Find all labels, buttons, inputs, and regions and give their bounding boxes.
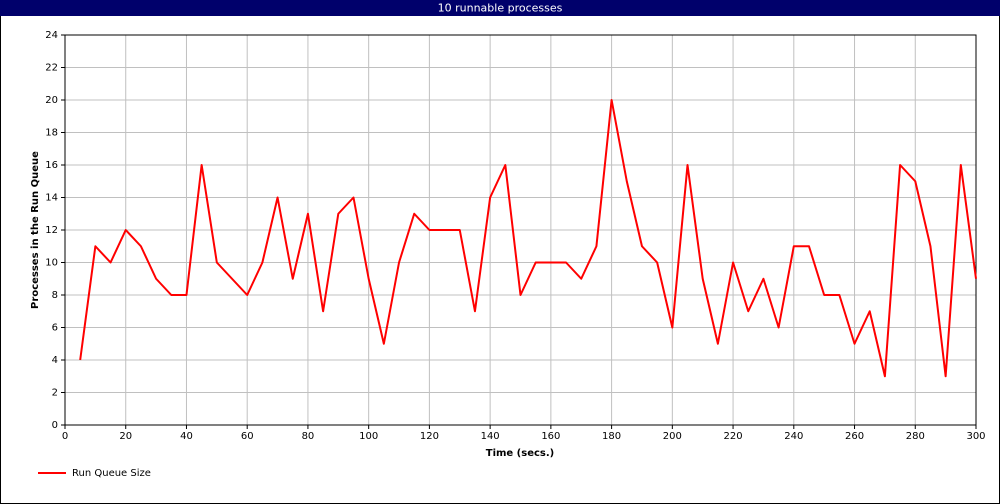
chart-title: 10 runnable processes — [438, 2, 563, 15]
y-tick-label: 2 — [52, 388, 58, 399]
y-tick-label: 6 — [52, 323, 58, 334]
y-tick-label: 20 — [45, 95, 58, 106]
x-tick-label: 260 — [845, 431, 864, 442]
y-tick-label: 22 — [45, 63, 58, 74]
x-tick-label: 220 — [724, 431, 743, 442]
y-tick-label: 10 — [45, 258, 58, 269]
x-tick-label: 80 — [302, 431, 315, 442]
legend-label: Run Queue Size — [72, 468, 151, 479]
x-tick-label: 200 — [663, 431, 682, 442]
x-tick-label: 40 — [180, 431, 193, 442]
x-tick-label: 20 — [119, 431, 132, 442]
x-tick-label: 280 — [906, 431, 925, 442]
x-tick-label: 60 — [241, 431, 254, 442]
x-tick-label: 240 — [784, 431, 803, 442]
plot-border — [64, 34, 977, 426]
y-tick-label: 24 — [45, 30, 58, 41]
y-tick-label: 12 — [45, 225, 58, 236]
y-axis-label: Processes in the Run Queue — [30, 151, 41, 309]
y-tick-label: 18 — [45, 128, 58, 139]
x-tick-label: 0 — [62, 431, 68, 442]
x-tick-label: 100 — [359, 431, 378, 442]
y-tick-label: 8 — [52, 290, 58, 301]
y-tick-label: 16 — [45, 160, 58, 171]
x-tick-label: 180 — [602, 431, 621, 442]
title-bar — [0, 0, 1000, 16]
y-tick-label: 4 — [52, 355, 58, 366]
data-line — [79, 99, 977, 378]
x-tick-label: 140 — [481, 431, 500, 442]
x-tick-label: 120 — [420, 431, 439, 442]
y-tick-label: 14 — [45, 193, 58, 204]
x-axis-label: Time (secs.) — [486, 448, 555, 459]
y-tick-label: 0 — [52, 420, 58, 431]
x-tick-label: 300 — [966, 431, 985, 442]
x-tick-label: 160 — [541, 431, 560, 442]
